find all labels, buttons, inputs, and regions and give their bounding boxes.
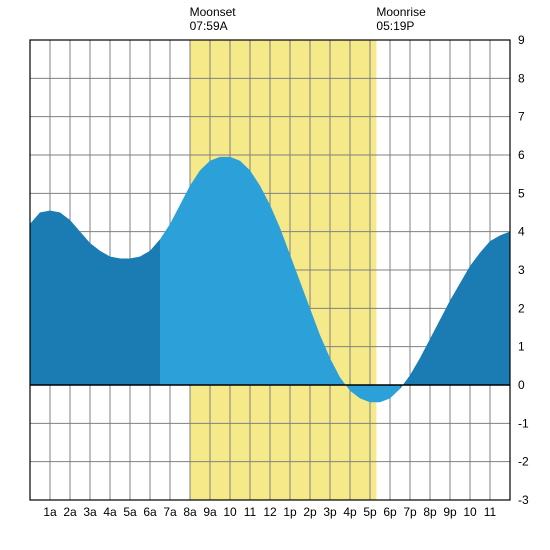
x-tick-label: 1a bbox=[43, 505, 57, 519]
chart-svg: -3-2-101234567891a2a3a4a5a6a7a8a9a101112… bbox=[0, 0, 550, 550]
x-tick-label: 9a bbox=[203, 505, 217, 519]
y-tick-label: -1 bbox=[518, 416, 529, 430]
x-tick-label: 12 bbox=[263, 505, 277, 519]
x-tick-label: 4p bbox=[343, 505, 357, 519]
x-tick-label: 11 bbox=[484, 505, 497, 519]
x-tick-label: 2p bbox=[303, 505, 317, 519]
moonset-time: 07:59A bbox=[190, 19, 228, 33]
x-tick-label: 10 bbox=[463, 505, 477, 519]
x-tick-label: 6p bbox=[383, 505, 397, 519]
moonset-label: Moonset bbox=[190, 5, 237, 19]
x-tick-label: 7p bbox=[403, 505, 417, 519]
y-tick-label: 7 bbox=[518, 110, 525, 124]
moonrise-time: 05:19P bbox=[376, 19, 414, 33]
x-tick-label: 2a bbox=[63, 505, 77, 519]
tide-moon-chart: -3-2-101234567891a2a3a4a5a6a7a8a9a101112… bbox=[0, 0, 550, 550]
y-tick-label: 1 bbox=[518, 340, 525, 354]
x-tick-label: 1p bbox=[283, 505, 297, 519]
y-tick-label: 8 bbox=[518, 71, 525, 85]
x-tick-label: 8p bbox=[423, 505, 437, 519]
y-tick-label: 3 bbox=[518, 263, 525, 277]
x-tick-label: 6a bbox=[143, 505, 157, 519]
x-tick-label: 3p bbox=[323, 505, 337, 519]
x-tick-label: 7a bbox=[163, 505, 177, 519]
x-tick-label: 9p bbox=[443, 505, 457, 519]
y-tick-label: 0 bbox=[518, 378, 525, 392]
x-tick-label: 3a bbox=[83, 505, 97, 519]
moonrise-label: Moonrise bbox=[376, 5, 426, 19]
y-tick-label: 9 bbox=[518, 33, 525, 47]
x-tick-label: 5p bbox=[363, 505, 377, 519]
y-tick-label: 4 bbox=[518, 225, 525, 239]
x-tick-label: 10 bbox=[223, 505, 237, 519]
x-tick-label: 4a bbox=[103, 505, 117, 519]
y-tick-label: 5 bbox=[518, 186, 525, 200]
y-tick-label: 2 bbox=[518, 301, 525, 315]
x-tick-label: 11 bbox=[244, 505, 257, 519]
y-tick-label: -3 bbox=[518, 493, 529, 507]
y-tick-label: -2 bbox=[518, 455, 529, 469]
x-tick-label: 5a bbox=[123, 505, 137, 519]
y-tick-label: 6 bbox=[518, 148, 525, 162]
x-tick-label: 8a bbox=[183, 505, 197, 519]
